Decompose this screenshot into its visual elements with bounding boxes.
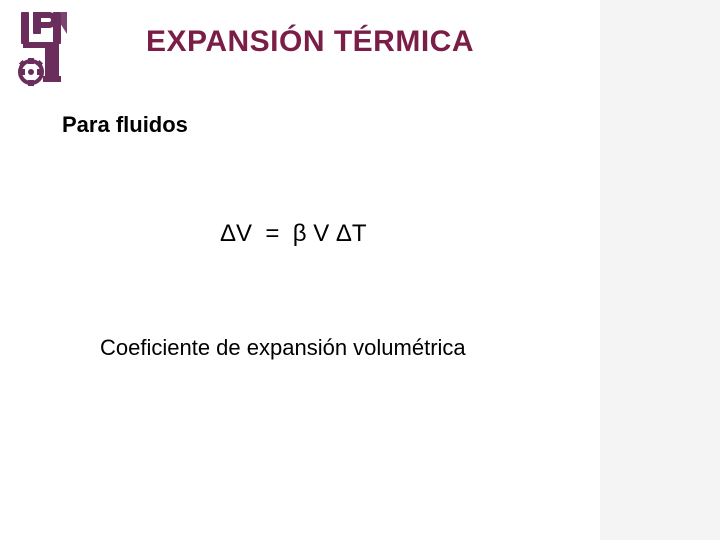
slide-title: EXPANSIÓN TÉRMICA: [0, 25, 620, 59]
slide: EXPANSIÓN TÉRMICA Para fluidos ΔV = β V …: [0, 0, 720, 540]
caption-text: Coeficiente de expansión volumétrica: [100, 335, 466, 361]
slide-subtitle: Para fluidos: [62, 112, 188, 138]
equation-text: ΔV = β V ΔT: [220, 220, 367, 248]
right-stripe: [600, 0, 720, 540]
